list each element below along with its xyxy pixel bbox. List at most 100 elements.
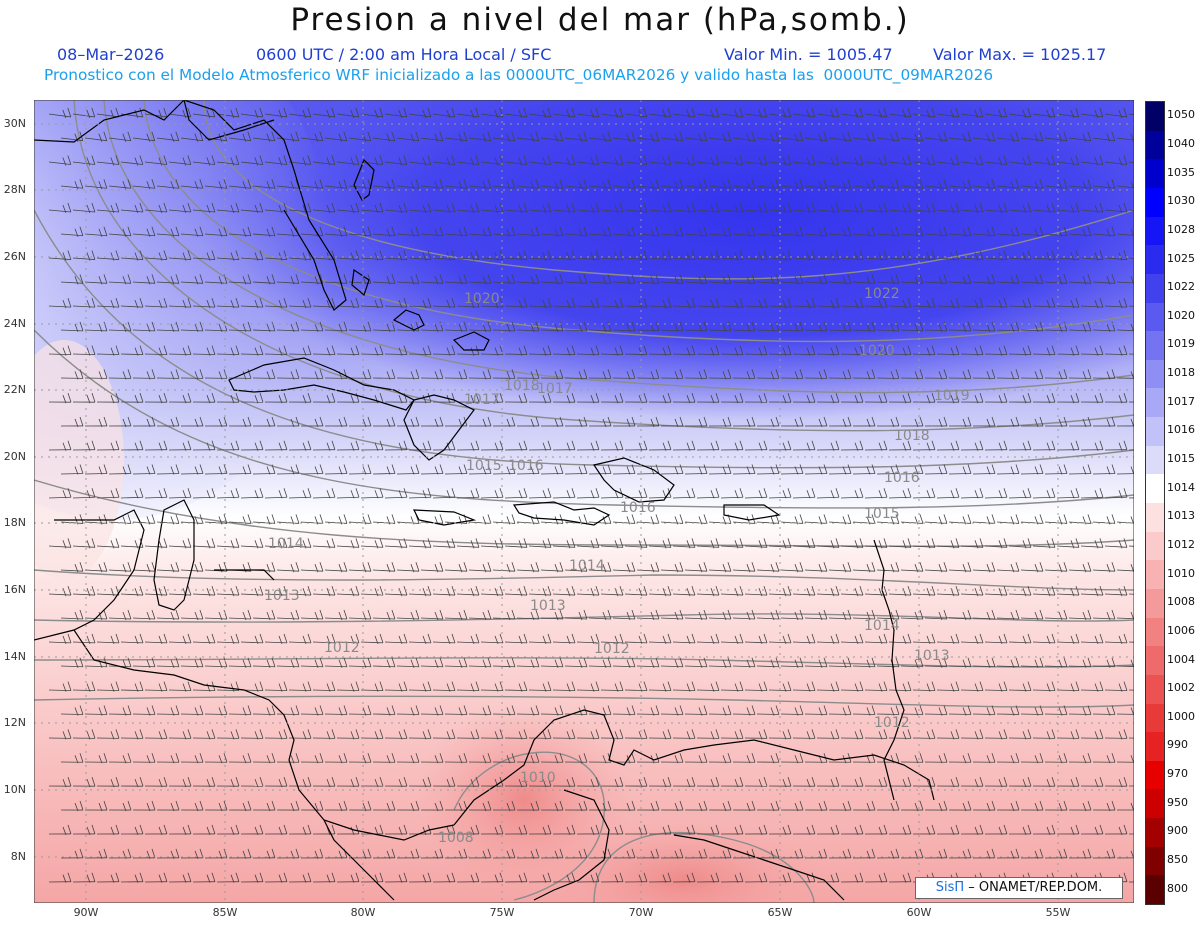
wind-barb (744, 593, 767, 596)
wind-barb-feather (895, 321, 900, 331)
wind-barb-feather (943, 321, 948, 331)
wind-barb (912, 641, 935, 644)
wind-barb (252, 521, 275, 524)
wind-barb-feather (187, 824, 192, 835)
wind-barb-feather (242, 611, 247, 621)
wind-barb-feather (643, 729, 648, 739)
wind-barb-feather (158, 347, 163, 356)
wind-barb (684, 233, 707, 237)
wind-barb-feather (878, 347, 883, 356)
wind-barb-feather (830, 442, 835, 451)
wind-barb-feather (1111, 226, 1116, 236)
wind-barb-feather (806, 683, 811, 692)
wind-barb-feather (458, 611, 463, 621)
wind-barb (1068, 665, 1092, 668)
wind-barb-feather (650, 659, 655, 668)
wind-barb-feather (134, 395, 139, 404)
wind-barb-feather (362, 802, 367, 812)
wind-barb-feather (974, 442, 979, 451)
wind-barb-feather (278, 157, 283, 166)
wind-barb (936, 113, 959, 118)
wind-barb (1116, 617, 1134, 620)
colorbar-swatch (1146, 531, 1164, 561)
wind-barb-feather (410, 371, 415, 380)
wind-barb (660, 713, 684, 715)
wind-barb-feather (667, 250, 672, 260)
wind-barb-feather (1099, 155, 1104, 165)
wind-barb-feather (79, 705, 84, 715)
wind-barb-feather (722, 276, 727, 285)
wind-barb-feather (890, 611, 895, 621)
wind-barb-feather (1027, 777, 1032, 787)
wind-barb-feather (530, 228, 535, 237)
colorbar-swatch (1146, 703, 1164, 733)
wind-barb-feather (206, 635, 211, 644)
wind-barb-feather (451, 488, 456, 498)
wind-barb-feather (331, 250, 336, 260)
wind-barb-feather (134, 490, 139, 499)
wind-barb-feather (67, 202, 72, 213)
wind-barb (624, 257, 647, 260)
wind-barb-feather (374, 490, 379, 499)
wind-barb-feather (566, 683, 571, 692)
wind-barb-feather (386, 659, 391, 668)
wind-barb-feather (62, 395, 67, 404)
wind-barb-feather (1063, 226, 1068, 236)
wind-barb-feather (698, 802, 703, 812)
wind-barb-feather (962, 371, 967, 380)
wind-barb-feather (259, 538, 264, 548)
wind-barb-feather (470, 540, 475, 549)
wind-barb-feather (943, 131, 948, 141)
wind-barb-feather (86, 826, 91, 836)
wind-barb-feather (422, 587, 427, 597)
wind-barb (996, 617, 1019, 620)
wind-barb-feather (578, 418, 583, 428)
wind-barb-feather (266, 323, 271, 333)
wind-barb (720, 209, 743, 213)
wind-barb-feather (1046, 587, 1051, 597)
wind-barb (660, 233, 683, 237)
wind-barb-feather (962, 228, 967, 237)
wind-barb-feather (487, 514, 492, 524)
wind-barb-feather (842, 659, 847, 668)
wind-barb-feather (482, 371, 487, 380)
wind-barb-feather (650, 707, 655, 716)
wind-barb-feather (1051, 585, 1056, 596)
wind-barb (504, 593, 527, 596)
wind-barb-feather (398, 109, 403, 119)
wind-barb-feather (626, 418, 631, 428)
colorbar-swatch (1146, 359, 1164, 389)
wind-barb-feather (1010, 133, 1015, 142)
wind-barb-feather (643, 155, 648, 165)
wind-barb-feather (163, 345, 168, 355)
wind-barb-feather (751, 753, 756, 763)
wind-barb (552, 161, 575, 165)
wind-barb (1056, 593, 1079, 596)
wind-barb-feather (950, 490, 955, 499)
wind-barb (1044, 617, 1067, 620)
wind-barb-feather (230, 157, 235, 166)
wind-barb-feather (391, 848, 396, 858)
wind-barb-feather (602, 659, 607, 668)
wind-barb (60, 233, 83, 237)
wind-barb-feather (902, 395, 907, 404)
wind-barb (144, 545, 167, 548)
wind-barb-feather (631, 800, 636, 811)
wind-barb-feather (295, 705, 300, 715)
wind-barb-feather (122, 181, 127, 190)
wind-barb-feather (295, 464, 300, 474)
isobar-label: 1016 (508, 458, 544, 474)
wind-barb-feather (470, 252, 475, 261)
wind-barb-feather (235, 250, 240, 260)
wind-barb-feather (974, 395, 979, 404)
wind-barb-feather (410, 181, 415, 190)
wind-barb (732, 665, 756, 668)
wind-barb-feather (434, 181, 439, 190)
wind-barb-feather (470, 874, 475, 883)
wind-barb (588, 521, 611, 524)
wind-barb-feather (182, 252, 187, 261)
wind-barb-feather (163, 393, 168, 403)
wind-barb-feather (811, 488, 816, 498)
wind-barb (456, 496, 480, 499)
wind-barb (1092, 473, 1116, 475)
